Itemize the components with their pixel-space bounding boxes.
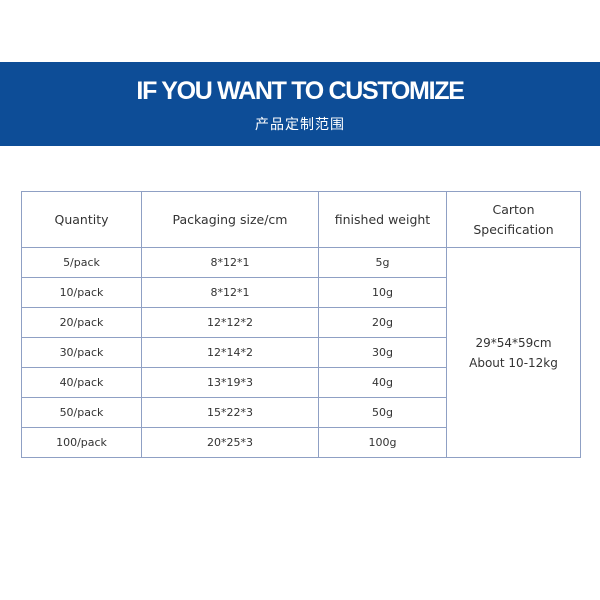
table-row: 40/pack 13*19*3 40g xyxy=(21,367,581,398)
cell-size: 15*22*3 xyxy=(141,397,319,428)
banner-title: IF YOU WANT TO CUSTOMIZE xyxy=(136,77,464,105)
table-row: 20/pack 12*12*2 20g xyxy=(21,307,581,338)
table-row: 10/pack 8*12*1 10g xyxy=(21,277,581,308)
cell-size: 20*25*3 xyxy=(141,427,319,458)
table-row: 30/pack 12*14*2 30g xyxy=(21,337,581,368)
header-carton-line1: Carton xyxy=(492,201,535,217)
cell-weight: 50g xyxy=(318,397,447,428)
cell-size: 12*12*2 xyxy=(141,307,319,338)
header-banner: IF YOU WANT TO CUSTOMIZE 产品定制范围 xyxy=(0,62,600,146)
cell-weight: 10g xyxy=(318,277,447,308)
table-row: 50/pack 15*22*3 50g xyxy=(21,397,581,428)
cell-size: 12*14*2 xyxy=(141,337,319,368)
cell-quantity: 40/pack xyxy=(21,367,142,398)
carton-dimensions: 29*54*59cm xyxy=(475,335,552,350)
cell-quantity: 10/pack xyxy=(21,277,142,308)
cell-size: 8*12*1 xyxy=(141,277,319,308)
customization-table: Quantity Packaging size/cm finished weig… xyxy=(21,191,581,458)
cell-weight: 40g xyxy=(318,367,447,398)
header-carton-specification: Carton Specification xyxy=(446,191,581,248)
header-finished-weight: finished weight xyxy=(318,191,447,248)
cell-size: 8*12*1 xyxy=(141,247,319,278)
cell-weight: 5g xyxy=(318,247,447,278)
cell-quantity: 50/pack xyxy=(21,397,142,428)
table-row: 100/pack 20*25*3 100g xyxy=(21,427,581,458)
header-packaging-size: Packaging size/cm xyxy=(141,191,319,248)
carton-weight: About 10-12kg xyxy=(469,355,558,370)
cell-quantity: 5/pack xyxy=(21,247,142,278)
cell-quantity: 30/pack xyxy=(21,337,142,368)
cell-weight: 20g xyxy=(318,307,447,338)
table-row: 5/pack 8*12*1 5g 29*54*59cm About 10-12k… xyxy=(21,247,581,458)
header-quantity: Quantity xyxy=(21,191,142,248)
cell-carton-specification: 29*54*59cm About 10-12kg xyxy=(446,247,581,458)
header-carton-line2: Specification xyxy=(473,221,554,237)
cell-quantity: 20/pack xyxy=(21,307,142,338)
cell-quantity: 100/pack xyxy=(21,427,142,458)
cell-weight: 30g xyxy=(318,337,447,368)
cell-weight: 100g xyxy=(318,427,447,458)
banner-subtitle: 产品定制范围 xyxy=(255,117,345,133)
table-header-row: Quantity Packaging size/cm finished weig… xyxy=(21,191,581,248)
cell-size: 13*19*3 xyxy=(141,367,319,398)
